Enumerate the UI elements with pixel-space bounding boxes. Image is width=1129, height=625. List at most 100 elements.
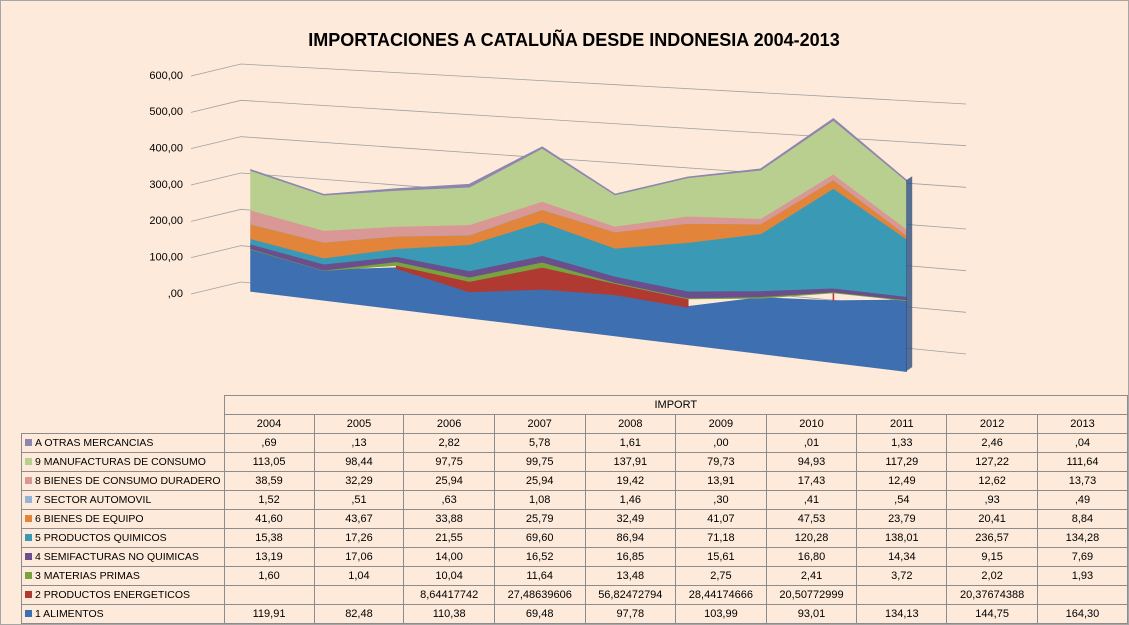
value-cell: 2,02	[946, 566, 1038, 586]
value-cell: 21,55	[403, 528, 495, 548]
y-tick-label: 200,00	[149, 215, 183, 227]
legend-entry: 9 MANUFACTURAS DE CONSUMO	[21, 452, 225, 472]
legend-entry: 4 SEMIFACTURAS NO QUIMICAS	[21, 547, 225, 567]
value-cell: ,04	[1036, 433, 1128, 453]
value-cell: ,69	[223, 433, 315, 453]
legend-label: 5 PRODUCTOS QUIMICOS	[35, 532, 167, 544]
y-tick-label: 600,00	[149, 70, 183, 82]
legend-key	[25, 458, 32, 465]
value-cell: 25,94	[403, 471, 495, 491]
value-cell: ,63	[403, 490, 495, 510]
value-cell: 41,07	[675, 509, 767, 529]
category-label: 2005	[313, 414, 405, 434]
value-cell: 1,46	[584, 490, 677, 510]
value-cell: 144,75	[946, 604, 1038, 624]
value-cell: 134,13	[856, 604, 948, 624]
value-cell: ,49	[1036, 490, 1128, 510]
value-cell: 14,00	[403, 547, 495, 567]
legend-label: 7 SECTOR AUTOMOVIL	[35, 494, 152, 506]
category-label: 2007	[493, 414, 586, 434]
grid-line	[190, 99, 967, 147]
value-cell: 19,42	[584, 471, 677, 491]
legend-label: 1 ALIMENTOS	[35, 608, 104, 620]
value-cell: 33,88	[403, 509, 495, 529]
value-cell: ,41	[765, 490, 858, 510]
value-cell: ,54	[856, 490, 948, 510]
category-label: 2008	[584, 414, 677, 434]
legend-key	[25, 591, 32, 598]
value-cell: 23,79	[856, 509, 948, 529]
value-cell: 69,60	[493, 528, 586, 548]
value-cell: 12,49	[856, 471, 948, 491]
value-cell: ,01	[765, 433, 858, 453]
value-cell: 3,72	[856, 566, 948, 586]
value-cell: ,00	[675, 433, 767, 453]
value-cell: 38,59	[223, 471, 315, 491]
value-cell: ,30	[675, 490, 767, 510]
value-cell: 82,48	[313, 604, 405, 624]
value-cell: 11,64	[493, 566, 586, 586]
value-cell: 13,91	[675, 471, 767, 491]
value-cell: 117,29	[856, 452, 948, 472]
year-row: 2004 2005 2006 2007 2008 2009 2010 2011 2012 2013	[22, 414, 1128, 434]
series-row: 8 BIENES DE CONSUMO DURADERO 38,59 32,29 25…	[21, 471, 1128, 491]
category-label: 2009	[675, 414, 767, 434]
value-cell: ,93	[946, 490, 1038, 510]
value-cell: 236,57	[946, 528, 1038, 548]
legend-entry: 2 PRODUCTOS ENERGETICOS	[21, 585, 225, 605]
legend-label: 6 BIENES DE EQUIPO	[35, 513, 144, 525]
y-tick-label: 100,00	[149, 252, 183, 264]
value-cell: 71,18	[675, 528, 767, 548]
value-cell: 15,61	[675, 547, 767, 567]
side-face	[906, 176, 913, 372]
y-tick-label: 300,00	[149, 179, 183, 191]
value-cell: 164,30	[1036, 604, 1128, 624]
value-cell: 27,48639606	[493, 585, 586, 605]
legend-label: A OTRAS MERCANCIAS	[35, 437, 154, 449]
value-cell: 93,01	[765, 604, 858, 624]
value-cell: 20,41	[946, 509, 1038, 529]
value-cell: 17,43	[765, 471, 858, 491]
value-cell: 2,75	[675, 566, 767, 586]
data-table: IMPORT 2004 2005 2006 2007 2008 2009 2010 2011 20…	[21, 395, 1128, 624]
value-cell: 8,84	[1036, 509, 1128, 529]
value-cell: 12,62	[946, 471, 1038, 491]
value-cell: 43,67	[313, 509, 405, 529]
legend-entry: A OTRAS MERCANCIAS	[21, 433, 225, 453]
category-label: 2006	[403, 414, 495, 434]
value-cell: 94,93	[765, 452, 858, 472]
value-cell: 28,44174666	[675, 585, 767, 605]
value-cell: 8,64417742	[403, 585, 495, 605]
header-row: IMPORT	[22, 395, 1128, 415]
value-cell: 25,79	[493, 509, 586, 529]
value-cell: ,51	[313, 490, 405, 510]
value-cell: 69,48	[493, 604, 586, 624]
legend-key	[25, 610, 32, 617]
value-cell: 16,85	[584, 547, 677, 567]
legend-key	[25, 534, 32, 541]
value-cell	[223, 585, 315, 605]
value-cell: 1,04	[313, 566, 405, 586]
value-cell: 103,99	[675, 604, 767, 624]
value-cell	[313, 585, 405, 605]
value-cell: 119,91	[223, 604, 315, 624]
value-cell: 1,61	[584, 433, 677, 453]
value-cell: 13,19	[223, 547, 315, 567]
value-cell: 127,22	[946, 452, 1038, 472]
value-cell: 16,52	[493, 547, 586, 567]
series-row: 7 SECTOR AUTOMOVIL 1,52,51,63 1,08 1,46,30,…	[21, 490, 1128, 510]
category-label: 2013	[1036, 414, 1128, 434]
value-cell: 99,75	[493, 452, 586, 472]
value-cell: 5,78	[493, 433, 586, 453]
y-tick-label: ,00	[168, 288, 183, 300]
value-cell: ,13	[313, 433, 405, 453]
value-cell: 1,93	[1036, 566, 1128, 586]
legend-key	[25, 496, 32, 503]
value-cell: 2,82	[403, 433, 495, 453]
value-cell: 110,38	[403, 604, 495, 624]
legend-key	[25, 439, 32, 446]
legend-entry: 3 MATERIAS PRIMAS	[21, 566, 225, 586]
value-cell: 86,94	[584, 528, 677, 548]
legend-key	[25, 515, 32, 522]
